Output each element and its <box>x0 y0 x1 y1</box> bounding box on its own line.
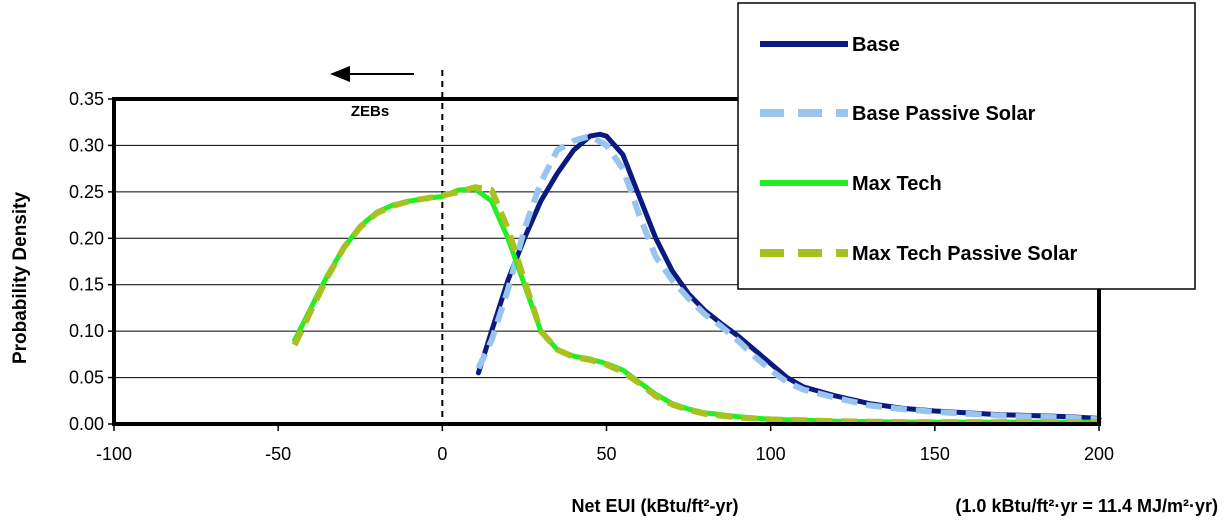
legend-label: Base Passive Solar <box>852 103 1036 125</box>
y-tick-label: 0.30 <box>69 135 104 155</box>
zebs-label: ZEBs <box>351 103 389 120</box>
y-tick-label: 0.15 <box>69 275 104 295</box>
x-tick-label: 200 <box>1084 444 1114 464</box>
y-tick-label: 0.35 <box>69 89 104 109</box>
zebs-arrow-icon <box>330 66 350 82</box>
x-tick-label: 0 <box>437 444 447 464</box>
x-tick-label: -50 <box>265 444 291 464</box>
x-tick-label: 150 <box>920 444 950 464</box>
x-axis-label: Net EUI (kBtu/ft²-yr) <box>572 496 739 516</box>
series-lines <box>291 131 1102 426</box>
legend-label: Max Tech <box>852 173 942 195</box>
legend-label: Base <box>852 34 900 56</box>
x-tick-label: -100 <box>96 444 132 464</box>
series-line-max-tech-passive-solar <box>291 184 1099 426</box>
y-axis-label: Probability Density <box>10 192 31 365</box>
legend-label: Max Tech Passive Solar <box>852 243 1078 265</box>
y-tick-label: 0.10 <box>69 321 104 341</box>
legend-box <box>737 2 1196 290</box>
zebs-annotation: ZEBs <box>330 66 414 120</box>
series-line-base-passive-solar <box>475 133 1100 423</box>
y-tick-label: 0.20 <box>69 228 104 248</box>
y-tick-label: 0.00 <box>69 414 104 434</box>
unit-conversion-note: (1.0 kBtu/ft²·yr = 11.4 MJ/m²·yr) <box>955 496 1218 516</box>
x-axis-ticks: -100 -50 0 50 100 150 200 <box>96 424 1114 464</box>
y-axis-ticks: 0.00 0.05 0.10 0.15 0.20 0.25 0.30 0.35 <box>69 89 114 434</box>
x-tick-label: 100 <box>756 444 786 464</box>
gridlines <box>114 98 1099 425</box>
x-tick-label: 50 <box>596 444 616 464</box>
legend: Base Base Passive Solar Max Tech Max Tech P… <box>737 2 1196 290</box>
y-tick-label: 0.25 <box>69 182 104 202</box>
y-tick-label: 0.05 <box>69 368 104 388</box>
